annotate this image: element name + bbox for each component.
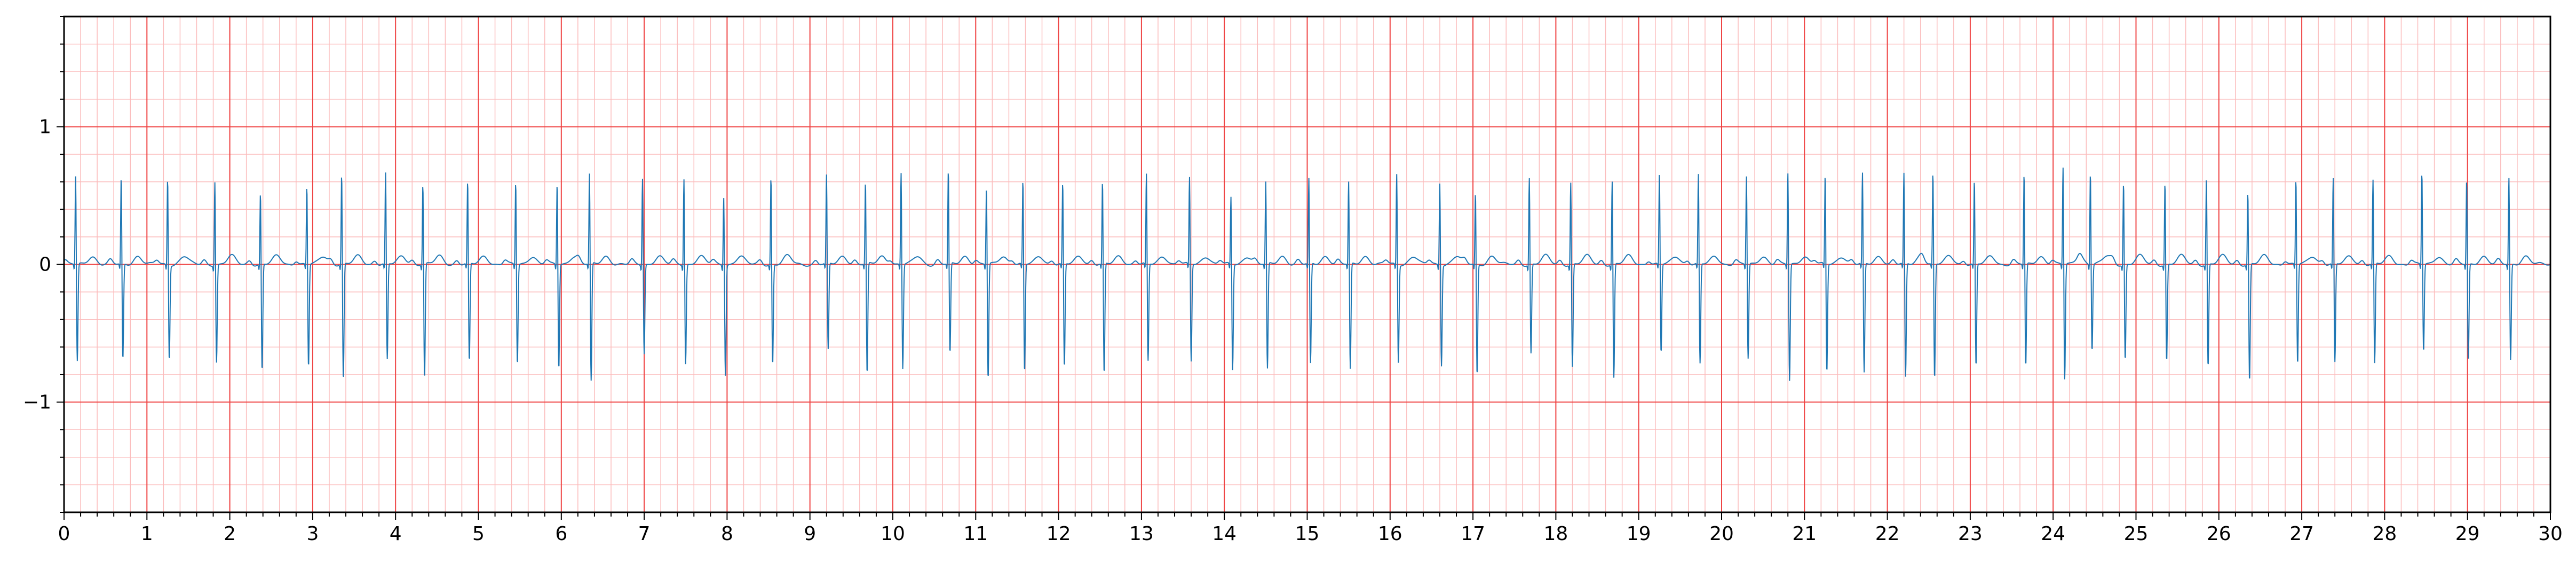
y-tick-label: −1 xyxy=(23,392,51,414)
x-tick-label: 20 xyxy=(1709,523,1734,545)
x-tick-label: 15 xyxy=(1295,523,1320,545)
x-tick-label: 4 xyxy=(390,523,402,545)
x-tick-label: 26 xyxy=(2207,523,2231,545)
x-tick-label: 1 xyxy=(141,523,153,545)
x-tick-label: 0 xyxy=(58,523,70,545)
x-tick-label: 23 xyxy=(1958,523,1983,545)
x-tick-label: 17 xyxy=(1461,523,1485,545)
x-tick-label: 5 xyxy=(472,523,485,545)
y-axis: −1 0 1 xyxy=(23,16,64,513)
x-tick-label: 18 xyxy=(1543,523,1568,545)
x-tick-label: 28 xyxy=(2372,523,2397,545)
x-tick-label: 6 xyxy=(555,523,567,545)
x-tick-label: 24 xyxy=(2041,523,2065,545)
x-tick-label: 9 xyxy=(804,523,816,545)
x-tick-label: 7 xyxy=(638,523,651,545)
x-tick-label: 10 xyxy=(881,523,905,545)
ecg-trace xyxy=(64,168,2551,381)
y-tick-label: 1 xyxy=(39,116,51,138)
x-axis: 0 1 2 3 4 5 6 7 8 9 10 11 12 13 14 15 16 17 18 19 20 21 22 23 24… xyxy=(58,512,2563,545)
y-tick-label: 0 xyxy=(39,254,51,276)
x-tick-label: 12 xyxy=(1047,523,1071,545)
x-tick-label: 2 xyxy=(224,523,236,545)
x-tick-label: 29 xyxy=(2455,523,2480,545)
x-tick-label: 30 xyxy=(2538,523,2563,545)
x-tick-label: 14 xyxy=(1212,523,1237,545)
x-tick-label: 22 xyxy=(1875,523,1900,545)
x-tick-label: 16 xyxy=(1378,523,1402,545)
x-tick-label: 19 xyxy=(1627,523,1651,545)
x-tick-label: 27 xyxy=(2289,523,2314,545)
x-tick-label: 3 xyxy=(306,523,319,545)
x-tick-label: 8 xyxy=(721,523,733,545)
x-tick-label: 11 xyxy=(963,523,988,545)
x-tick-label: 13 xyxy=(1129,523,1154,545)
x-tick-label: 25 xyxy=(2124,523,2149,545)
x-tick-label: 21 xyxy=(1792,523,1817,545)
